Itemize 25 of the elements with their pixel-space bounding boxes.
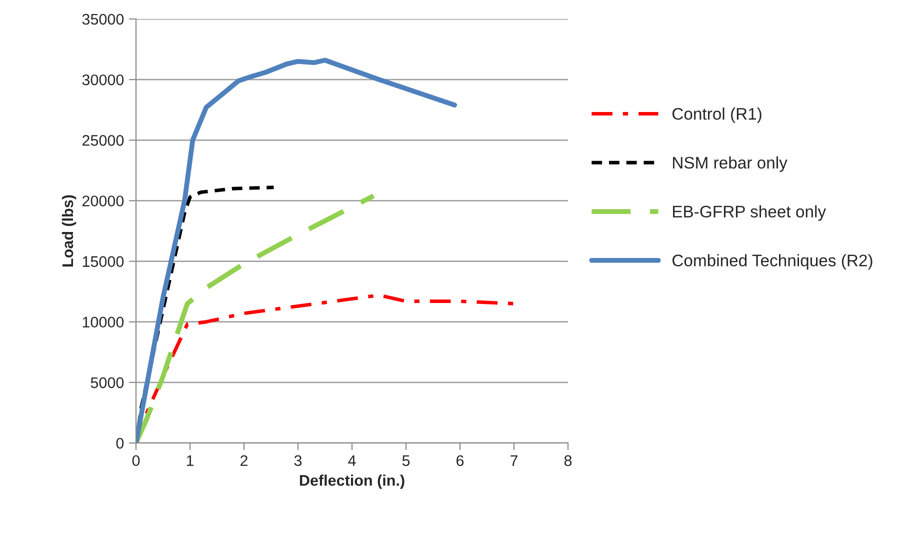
x-tick-label: 4 — [348, 455, 356, 466]
x-tick-label: 2 — [240, 455, 248, 466]
line-series — [136, 193, 376, 443]
x-tick-label: 0 — [132, 455, 140, 466]
x-axis-title: Deflection (in.) — [300, 474, 404, 489]
y-tick-label: 20000 — [82, 196, 124, 206]
legend-label: Combined Techniques (R2) — [672, 254, 872, 270]
y-tick-label: 5000 — [90, 377, 124, 388]
x-tick-label: 6 — [456, 455, 464, 466]
x-tick-label: 3 — [294, 455, 302, 466]
y-axis-title: Load (lbs) — [62, 195, 76, 266]
y-tick-label: 15000 — [82, 256, 124, 267]
y-tick-label: 30000 — [82, 74, 124, 86]
legend-label: EB-GFRP sheet only — [673, 205, 826, 221]
line-series — [136, 58, 458, 443]
x-tick-label: 1 — [186, 455, 194, 466]
y-tick-label: 35000 — [82, 14, 124, 25]
legend-label: NSM rebar only — [673, 156, 788, 172]
y-tick-label: 0 — [116, 438, 124, 449]
x-tick-label: 5 — [402, 455, 410, 466]
y-tick-label: 25000 — [82, 135, 124, 146]
x-tick-label: 7 — [510, 455, 518, 466]
y-tick-label: 10000 — [82, 316, 124, 328]
x-tick-label: 8 — [564, 455, 572, 466]
legend-label: Control (R1) — [672, 108, 762, 124]
